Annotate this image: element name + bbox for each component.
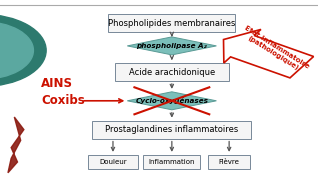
Polygon shape (8, 117, 24, 173)
Text: Inflammation: Inflammation (148, 159, 195, 165)
Text: AINS: AINS (41, 77, 73, 90)
Text: Prostaglandines inflammatoires: Prostaglandines inflammatoires (105, 125, 238, 134)
FancyBboxPatch shape (87, 155, 139, 169)
Text: Etat inflammatoire
(pathologique): Etat inflammatoire (pathologique) (240, 25, 310, 76)
Text: Phospholipides membranaires: Phospholipides membranaires (108, 19, 236, 28)
FancyBboxPatch shape (143, 155, 201, 169)
Polygon shape (127, 37, 216, 55)
Text: Douleur: Douleur (99, 159, 127, 165)
Text: Fièvre: Fièvre (219, 159, 240, 165)
Text: Coxibs: Coxibs (41, 94, 85, 107)
Text: phospholipase A₂: phospholipase A₂ (136, 43, 207, 49)
Text: Cyclo-oxygénases: Cyclo-oxygénases (135, 97, 208, 104)
FancyBboxPatch shape (208, 155, 250, 169)
Polygon shape (127, 92, 216, 110)
FancyBboxPatch shape (115, 63, 229, 81)
Circle shape (0, 22, 33, 79)
Text: Acide arachidonique: Acide arachidonique (129, 68, 215, 76)
Polygon shape (223, 29, 314, 78)
FancyBboxPatch shape (92, 121, 252, 139)
FancyBboxPatch shape (108, 14, 236, 32)
Circle shape (0, 14, 46, 86)
